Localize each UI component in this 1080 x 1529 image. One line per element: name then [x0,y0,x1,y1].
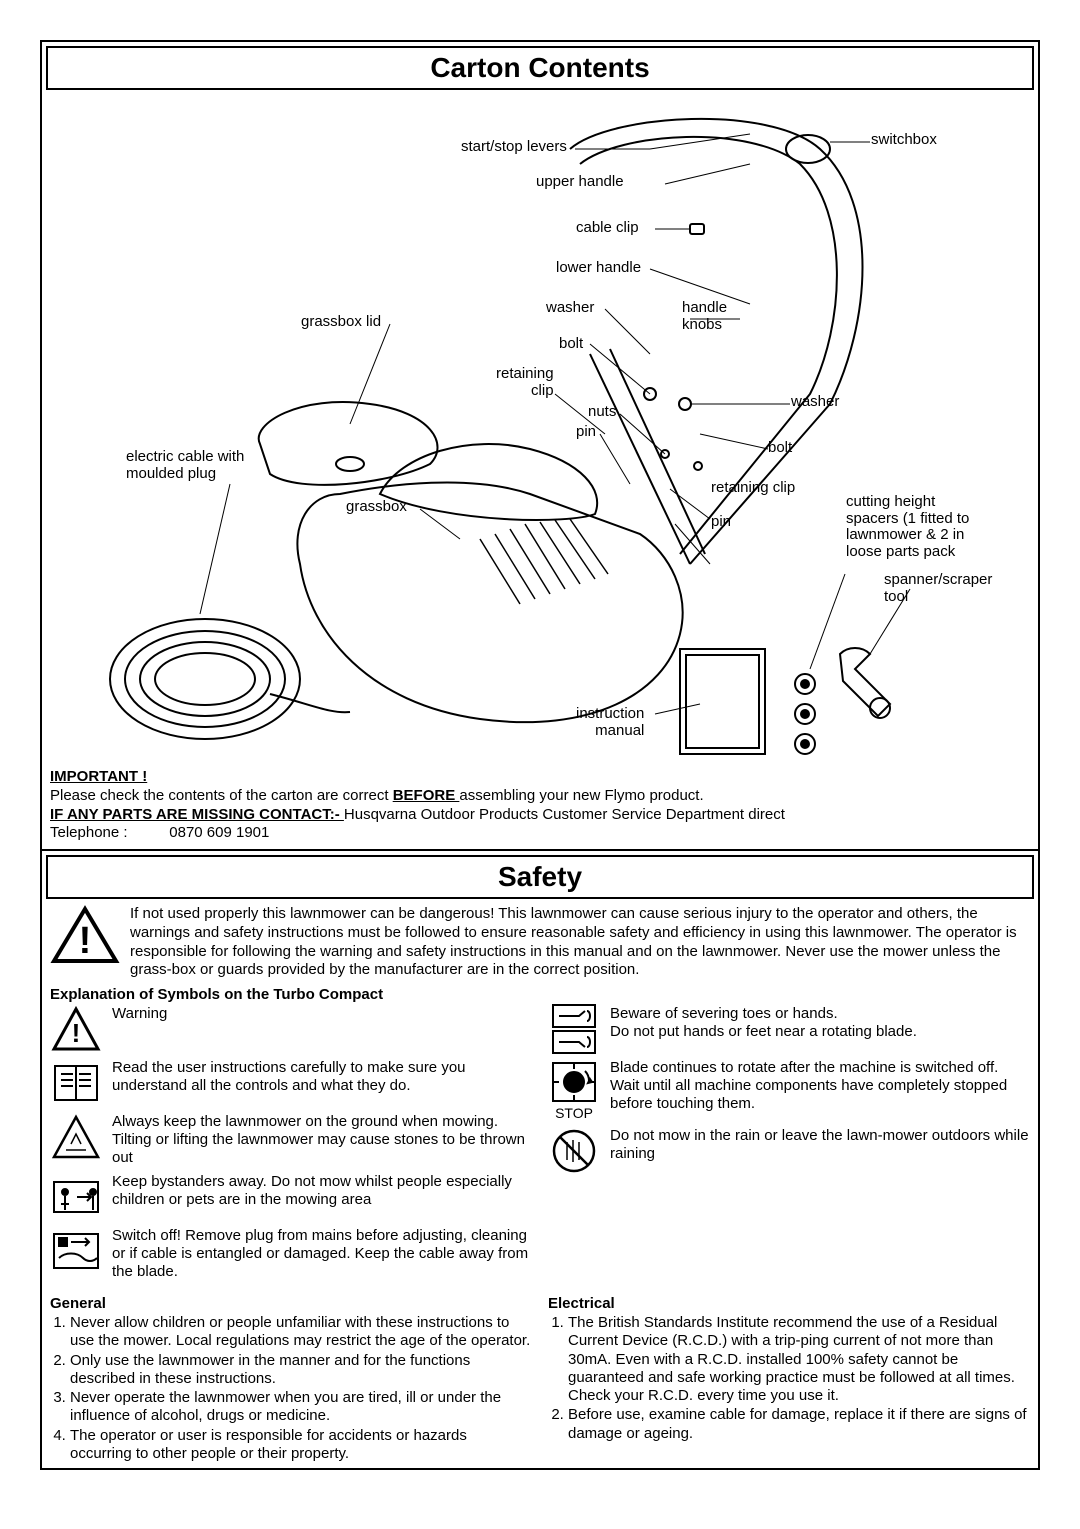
bystanders-icon [50,1173,102,1221]
symbol-bystanders-text: Keep bystanders away. Do not mow whilst … [112,1173,532,1221]
important-line1b: assembling your new Flymo product. [459,787,703,804]
label-lower-handle: lower handle [556,260,641,277]
label-pin2: pin [711,514,731,531]
symbols-heading: Explanation of Symbols on the Turbo Comp… [50,986,1030,1003]
general-item: The operator or user is responsible for … [70,1427,532,1464]
electrical-item: Before use, examine cable for damage, re… [568,1406,1030,1443]
general-list: Never allow children or people unfamilia… [50,1314,532,1463]
symbol-unplug-text: Switch off! Remove plug from mains befor… [112,1227,532,1281]
general-item: Never allow children or people unfamilia… [70,1314,532,1351]
important-heading: IMPORTANT ! [50,768,147,785]
carton-diagram: start/stop levers switchbox upper handle… [46,94,1034,764]
unplug-icon [50,1227,102,1275]
important-line2a: IF ANY PARTS ARE MISSING CONTACT:- [50,806,344,823]
electrical-col: Electrical The British Standards Institu… [548,1295,1030,1464]
symbol-ground-text: Always keep the lawnmower on the ground … [112,1113,532,1167]
svg-text:!: ! [79,920,92,962]
label-nuts: nuts [588,404,616,421]
manual-icon [50,1059,102,1107]
label-switchbox: switchbox [871,132,937,149]
label-cutting-height: cutting height spacers (1 fitted to lawn… [846,494,969,560]
symbols-right-col: Beware of severing toes or hands. Do not… [548,1005,1030,1287]
blade-hands-icon [548,1005,600,1053]
label-washer2: washer [791,394,839,411]
important-before: BEFORE [393,787,460,804]
electrical-heading: Electrical [548,1295,1030,1312]
phone-label: Telephone : [50,824,128,841]
important-line1a: Please check the contents of the carton … [50,787,393,804]
carton-title: Carton Contents [46,46,1034,90]
general-heading: General [50,1295,532,1312]
rain-icon [548,1127,600,1175]
label-spanner: spanner/scraper tool [884,572,992,605]
symbol-sever-text: Beware of severing toes or hands. Do not… [610,1005,917,1053]
label-bolt: bolt [559,336,583,353]
label-upper-handle: upper handle [536,174,624,191]
symbol-rain-text: Do not mow in the rain or leave the lawn… [610,1127,1030,1175]
label-instruction-manual: instruction manual [576,706,644,739]
warning-triangle-icon: ! [50,905,120,965]
electrical-list: The British Standards Institute recommen… [548,1314,1030,1443]
general-item: Only use the lawnmower in the manner and… [70,1352,532,1389]
important-line2b: Husqvarna Outdoor Products Customer Serv… [344,806,785,823]
safety-title: Safety [46,855,1034,899]
mower-illustration [46,94,1034,764]
important-block: IMPORTANT ! Please check the contents of… [50,768,1030,843]
electrical-item: The British Standards Institute recommen… [568,1314,1030,1405]
label-start-stop: start/stop levers [461,139,567,156]
label-washer: washer [546,300,594,317]
label-bolt2: bolt [768,440,792,457]
symbol-read-text: Read the user instructions carefully to … [112,1059,532,1107]
symbols-grid: ! Warning Read the user instructions car… [50,1005,1030,1287]
label-handle-knobs: handle knobs [682,300,727,333]
label-retaining-clip2: retaining clip [711,480,795,497]
phone-number: 0870 609 1901 [169,824,269,841]
symbol-warning-text: Warning [112,1005,167,1053]
bottom-columns: General Never allow children or people u… [50,1295,1030,1464]
label-electric-cable: electric cable with moulded plug [126,449,244,482]
label-retaining-clip: retaining clip [496,366,554,399]
symbol-rotate-text: Blade continues to rotate after the mach… [610,1059,1030,1121]
label-grassbox: grassbox [346,499,407,516]
label-grassbox-lid: grassbox lid [301,314,381,331]
warning-icon: ! [50,1005,102,1053]
label-pin: pin [576,424,596,441]
general-item: Never operate the lawnmower when you are… [70,1389,532,1426]
stop-icon: STOP [548,1059,600,1121]
ground-icon [50,1113,102,1161]
symbols-left-col: ! Warning Read the user instructions car… [50,1005,532,1287]
page-container: Carton Contents [40,40,1040,1470]
label-cable-clip: cable clip [576,220,639,237]
general-col: General Never allow children or people u… [50,1295,532,1464]
safety-intro: ! If not used properly this lawnmower ca… [50,905,1030,980]
svg-text:!: ! [72,1018,81,1048]
safety-intro-text: If not used properly this lawnmower can … [130,905,1030,980]
stop-label: STOP [555,1105,593,1121]
